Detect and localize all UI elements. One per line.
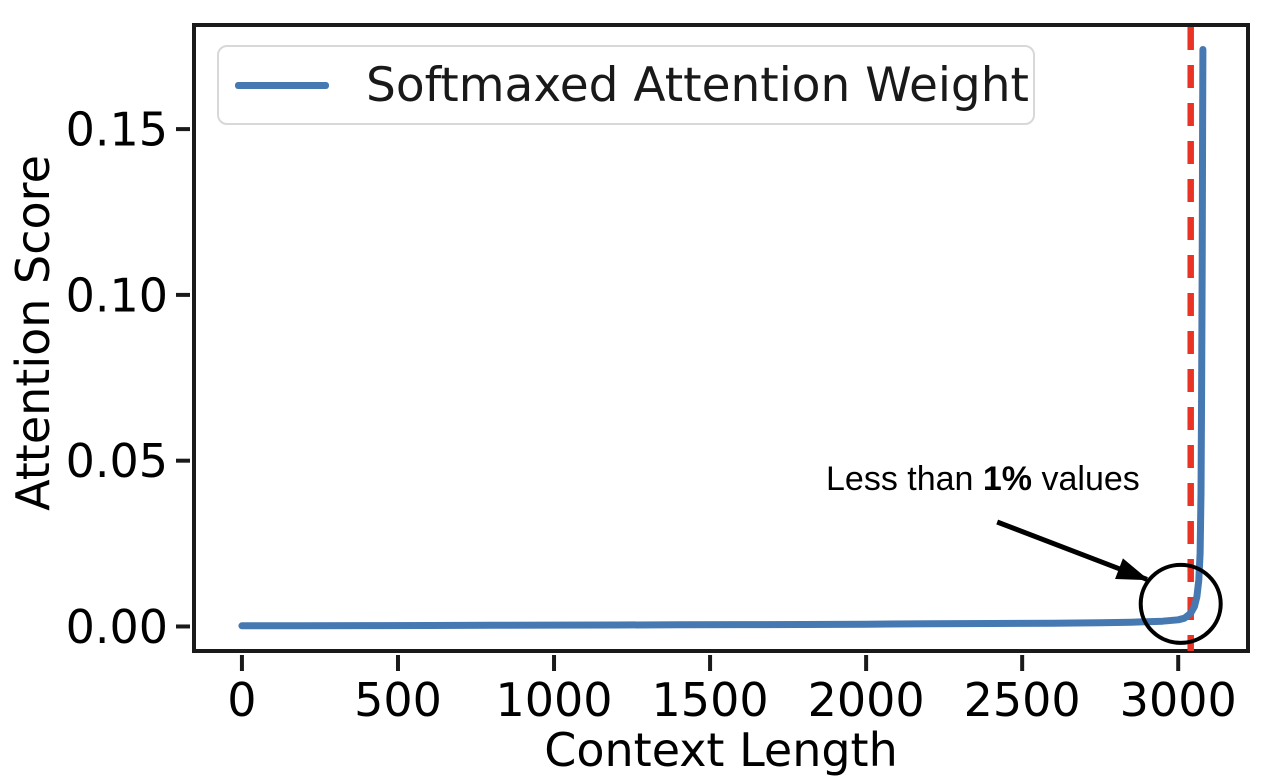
annotation-arrow — [996, 519, 1149, 582]
x-tick-label: 2500 — [964, 673, 1081, 727]
annotation-text: Less than 1% values — [826, 459, 1140, 500]
annotation-prefix: Less than — [826, 460, 983, 498]
annotation-suffix: values — [1032, 460, 1140, 498]
y-axis-label: Attention Score — [6, 155, 60, 511]
plot-border — [192, 23, 1250, 653]
x-axis-label: Context Length — [544, 723, 898, 777]
annotation-bold: 1% — [982, 460, 1033, 498]
x-tick-label: 3000 — [1120, 673, 1237, 727]
x-tick-label: 0 — [227, 673, 256, 727]
legend-line-sample — [235, 81, 329, 89]
y-tick-label: 0.15 — [66, 103, 168, 157]
legend: Softmaxed Attention Weight — [217, 45, 1035, 125]
y-tick-label: 0.00 — [66, 600, 168, 654]
x-tick-label: 1500 — [652, 673, 769, 727]
y-tick-label: 0.10 — [66, 268, 168, 322]
x-tick-label: 1000 — [495, 673, 612, 727]
x-tick-label: 500 — [354, 673, 442, 727]
annotation-circle — [1138, 562, 1223, 645]
attention-series-line — [238, 46, 1207, 630]
legend-label: Softmaxed Attention Weight — [366, 57, 1029, 113]
x-tick-label: 2000 — [808, 673, 925, 727]
y-tick-label: 0.05 — [66, 434, 168, 488]
